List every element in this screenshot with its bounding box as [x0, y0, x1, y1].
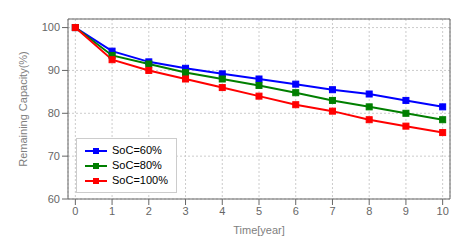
svg-text:2: 2 [146, 205, 152, 217]
html-text:SoC=60%: SoC=60% [112, 144, 162, 156]
svg-text:3: 3 [182, 205, 188, 217]
svg-text:10: 10 [437, 205, 449, 217]
html-text:SoC=80%: SoC=80% [112, 159, 162, 171]
svg-text:90: 90 [48, 64, 60, 76]
svg-text:80: 80 [48, 107, 60, 119]
svg-text:1: 1 [109, 205, 115, 217]
svg-text:8: 8 [366, 205, 372, 217]
svg-text:60: 60 [48, 193, 60, 205]
svg-text:9: 9 [403, 205, 409, 217]
svg-text:Time[year]: Time[year] [233, 224, 285, 236]
html-text:SoC=100%: SoC=100% [112, 174, 168, 186]
svg-text:6: 6 [293, 205, 299, 217]
svg-text:7: 7 [329, 205, 335, 217]
svg-text:70: 70 [48, 150, 60, 162]
svg-text:0: 0 [72, 205, 78, 217]
svg-text:Remaining Capacity(%): Remaining Capacity(%) [17, 51, 29, 167]
svg-text:4: 4 [219, 205, 225, 217]
svg-text:5: 5 [256, 205, 262, 217]
svg-text:100: 100 [42, 21, 60, 33]
